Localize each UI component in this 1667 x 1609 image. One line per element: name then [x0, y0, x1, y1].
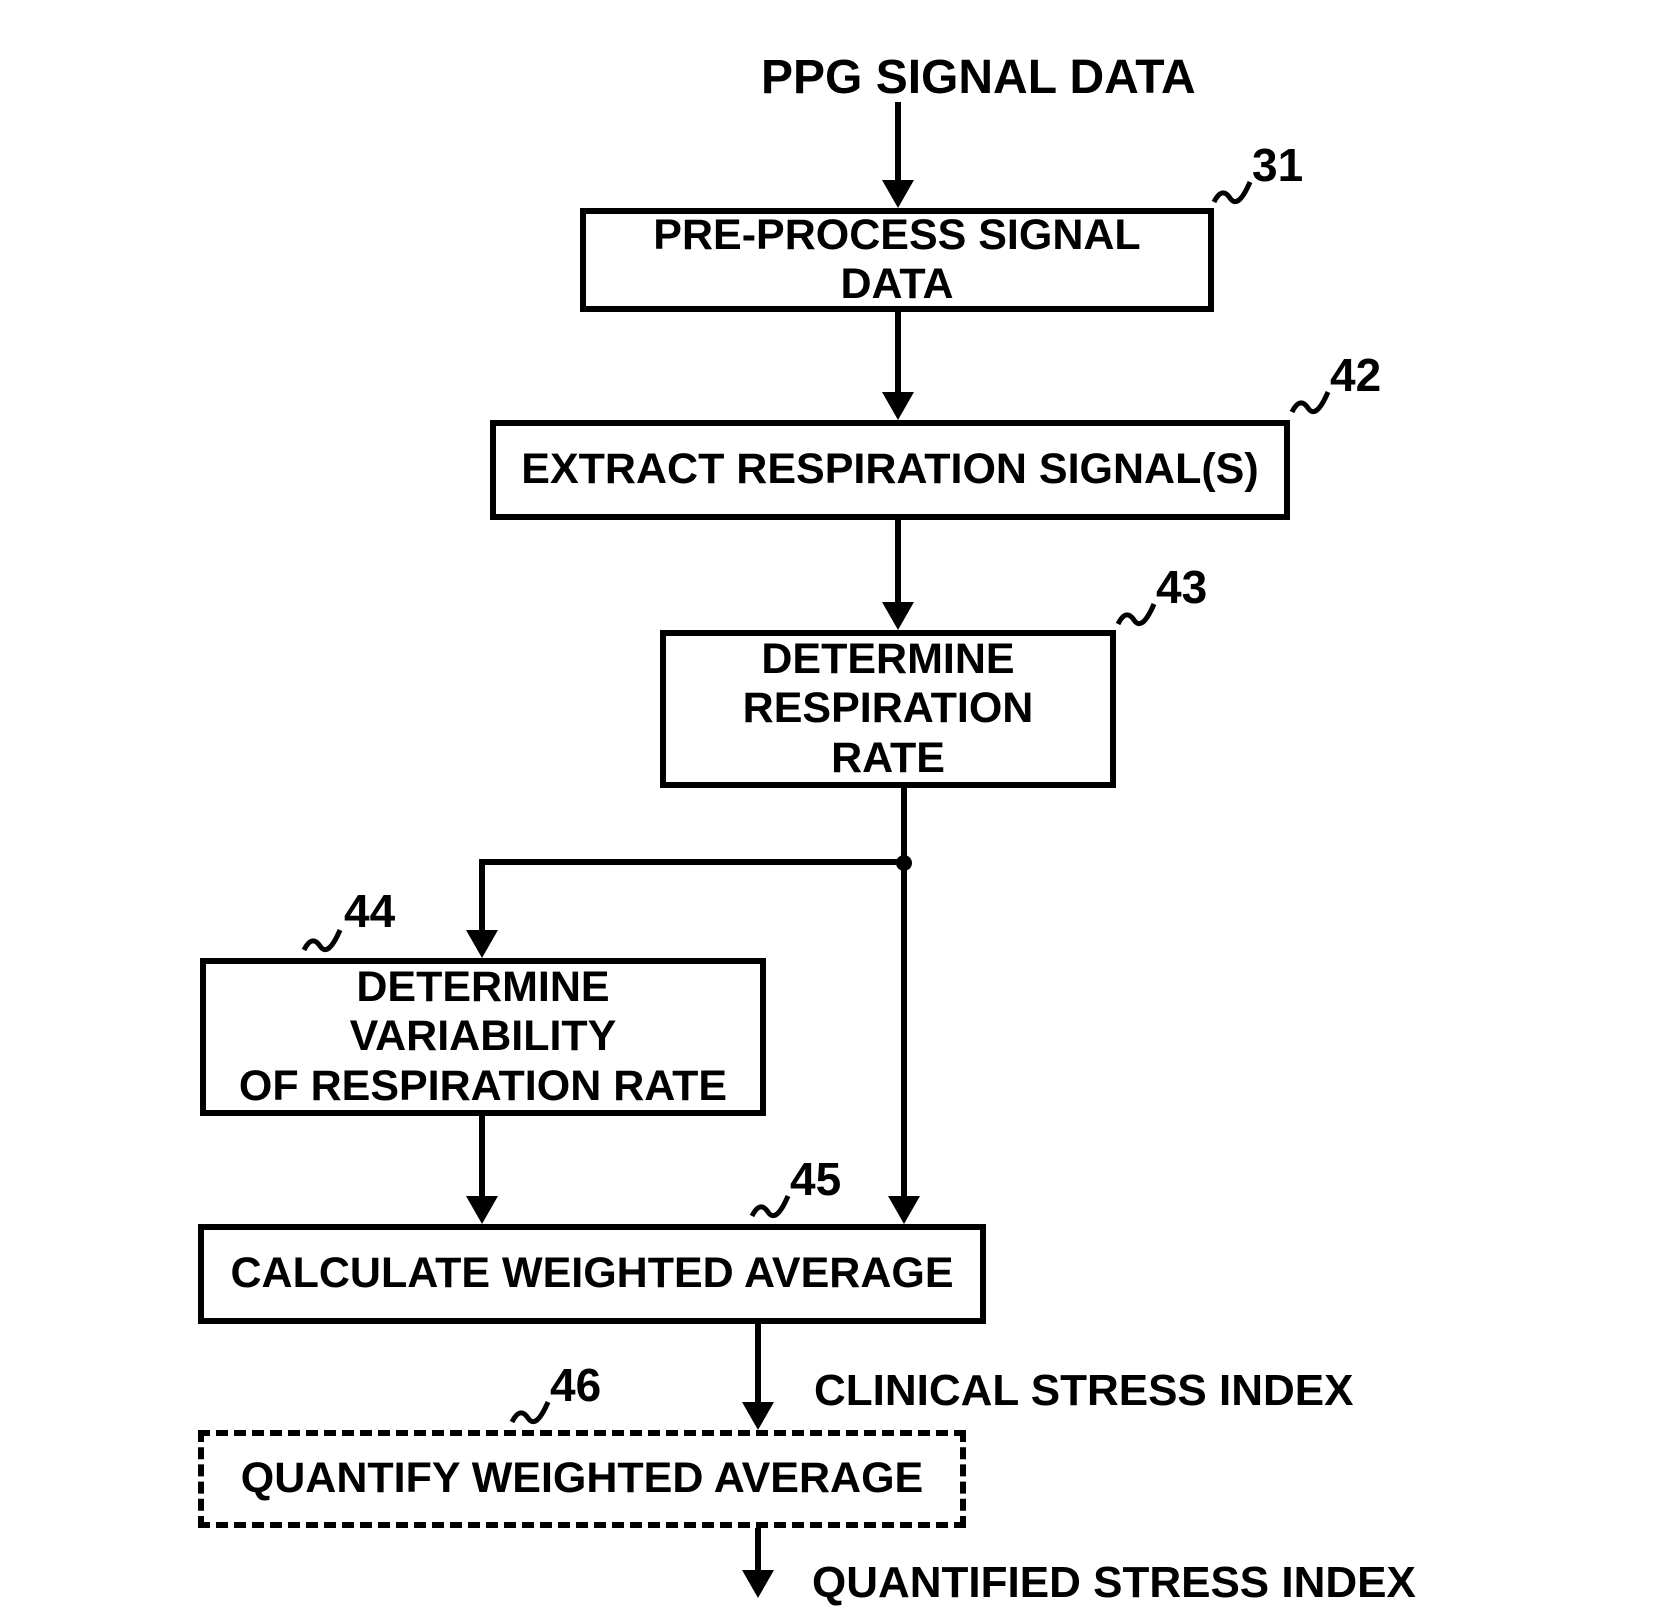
ref-label-45: 45: [790, 1152, 841, 1206]
process-determine-variability: DETERMINE VARIABILITY OF RESPIRATION RAT…: [200, 958, 766, 1116]
ref-label-46: 46: [550, 1358, 601, 1412]
edge-43-45-head: [888, 1196, 920, 1224]
edge-45-46-stem: [755, 1324, 761, 1404]
edge-46-out-head: [742, 1570, 774, 1598]
edge-branch-44-head: [466, 930, 498, 958]
edge-31-42-stem: [895, 312, 901, 394]
ref-squig-31: [1210, 178, 1256, 206]
process-calculate-weighted-average: CALCULATE WEIGHTED AVERAGE: [198, 1224, 986, 1324]
process-determine-rate-text: DETERMINE RESPIRATION RATE: [680, 635, 1096, 783]
process-quantify-weighted-average: QUANTIFY WEIGHTED AVERAGE: [198, 1430, 966, 1528]
process-quantify-weighted-average-text: QUANTIFY WEIGHTED AVERAGE: [241, 1454, 923, 1503]
ref-squig-42: [1288, 388, 1334, 416]
process-pre-process: PRE-PROCESS SIGNAL DATA: [580, 208, 1214, 312]
ref-squig-45: [748, 1192, 794, 1220]
edge-42-43-head: [882, 602, 914, 630]
quantified-stress-index-label: QUANTIFIED STRESS INDEX: [812, 1558, 1416, 1608]
process-determine-variability-text: DETERMINE VARIABILITY OF RESPIRATION RAT…: [220, 963, 746, 1111]
ref-squig-46: [508, 1398, 554, 1426]
edge-31-42-head: [882, 392, 914, 420]
input-label: PPG SIGNAL DATA: [761, 50, 1196, 105]
ref-label-44: 44: [344, 884, 395, 938]
edge-44-45-head: [466, 1196, 498, 1224]
edge-42-43-stem: [895, 520, 901, 604]
ref-label-43: 43: [1156, 560, 1207, 614]
edge-45-46-head: [742, 1402, 774, 1430]
process-extract-respiration: EXTRACT RESPIRATION SIGNAL(S): [490, 420, 1290, 520]
process-determine-rate: DETERMINE RESPIRATION RATE: [660, 630, 1116, 788]
process-pre-process-text: PRE-PROCESS SIGNAL DATA: [600, 211, 1194, 310]
ref-label-42: 42: [1330, 348, 1381, 402]
edge-input-31-head: [882, 180, 914, 208]
ref-squig-43: [1114, 600, 1160, 628]
flowchart-canvas: PPG SIGNAL DATA PRE-PROCESS SIGNAL DATA …: [0, 0, 1667, 1609]
edge-46-out-stem: [755, 1528, 761, 1572]
process-calculate-weighted-average-text: CALCULATE WEIGHTED AVERAGE: [230, 1249, 953, 1298]
clinical-stress-index-label: CLINICAL STRESS INDEX: [814, 1366, 1353, 1416]
edge-43-45-stem: [901, 788, 907, 1198]
ref-label-31: 31: [1252, 138, 1303, 192]
edge-branch-44-h: [479, 859, 905, 865]
ref-squig-44: [300, 926, 346, 954]
edge-branch-44-v: [479, 859, 485, 935]
edge-input-31-stem: [895, 102, 901, 182]
edge-44-45-stem: [479, 1116, 485, 1200]
process-extract-respiration-text: EXTRACT RESPIRATION SIGNAL(S): [521, 445, 1258, 494]
